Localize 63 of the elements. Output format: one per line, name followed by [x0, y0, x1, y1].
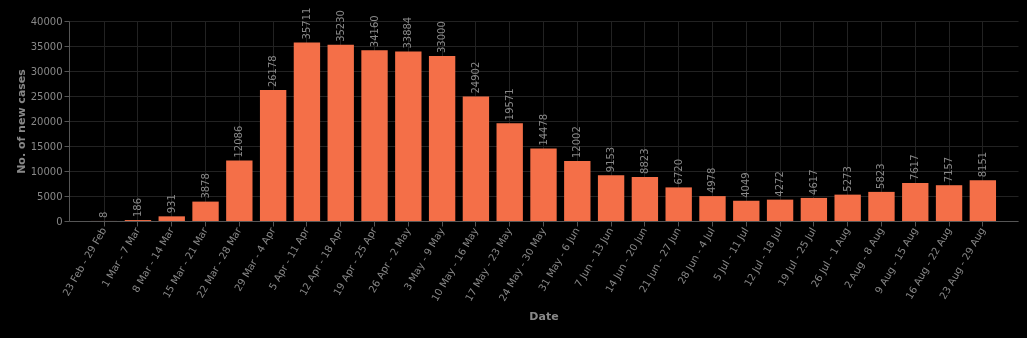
- bar: [361, 50, 388, 221]
- data-label: 931: [165, 194, 177, 214]
- data-label: 7157: [943, 156, 955, 183]
- bar: [631, 176, 659, 221]
- bar: [733, 200, 760, 221]
- data-label: 8: [98, 211, 110, 218]
- bar: [293, 42, 321, 221]
- data-label: 8823: [638, 148, 650, 174]
- data-label: 33884: [402, 16, 414, 49]
- bar: [158, 216, 185, 221]
- bar: [496, 123, 523, 221]
- data-label: 33000: [436, 21, 448, 53]
- y-axis-title: No. of new cases: [14, 68, 28, 174]
- data-label: 12086: [233, 125, 245, 158]
- bar: [935, 185, 963, 221]
- y-tick-label: 10000: [30, 165, 63, 177]
- data-label: 24902: [469, 61, 481, 94]
- data-label: 6720: [672, 158, 684, 185]
- bar: [969, 180, 997, 221]
- data-label: 35230: [334, 10, 346, 42]
- data-label: 14478: [537, 113, 549, 146]
- data-label: 34160: [368, 15, 380, 48]
- y-tick-label: 15000: [30, 140, 63, 152]
- data-label: 186: [131, 197, 143, 218]
- bar: [766, 199, 794, 221]
- bar: [192, 201, 219, 221]
- bar: [259, 90, 287, 221]
- data-label: 4617: [807, 169, 819, 195]
- bar: [800, 197, 828, 221]
- bar: [597, 175, 625, 221]
- y-tick-label: 20000: [30, 115, 63, 127]
- data-label: 5823: [875, 163, 887, 189]
- bar: [665, 187, 692, 221]
- bar: [327, 44, 354, 221]
- data-label: 4049: [740, 172, 752, 198]
- y-tick-label: 0: [56, 215, 63, 227]
- bar: [564, 160, 591, 221]
- bar: [226, 160, 253, 221]
- y-tick-label: 25000: [30, 90, 63, 102]
- bar: [902, 182, 929, 221]
- data-label: 8151: [976, 151, 988, 178]
- y-tick-label: 5000: [37, 190, 63, 202]
- data-label: 5273: [841, 166, 853, 192]
- bar: [428, 56, 456, 221]
- bar: [868, 191, 895, 221]
- data-label: 19571: [503, 88, 515, 121]
- bar: [834, 194, 861, 221]
- data-label: 4978: [706, 167, 718, 194]
- data-label: 7617: [909, 154, 921, 180]
- bar: [530, 148, 557, 221]
- data-label: 26178: [267, 55, 279, 88]
- data-label: 9153: [605, 146, 617, 173]
- data-label: 4272: [774, 171, 786, 197]
- y-tick-label: 30000: [30, 65, 63, 77]
- bar: [699, 196, 726, 221]
- y-tick-label: 35000: [30, 40, 63, 52]
- data-label: 12002: [571, 126, 583, 158]
- bar: [462, 96, 490, 221]
- y-tick-label: 40000: [30, 15, 63, 27]
- bar: [395, 51, 422, 221]
- data-label: 3878: [199, 173, 211, 199]
- data-label: 35711: [300, 7, 312, 40]
- x-axis-title: Date: [529, 309, 559, 323]
